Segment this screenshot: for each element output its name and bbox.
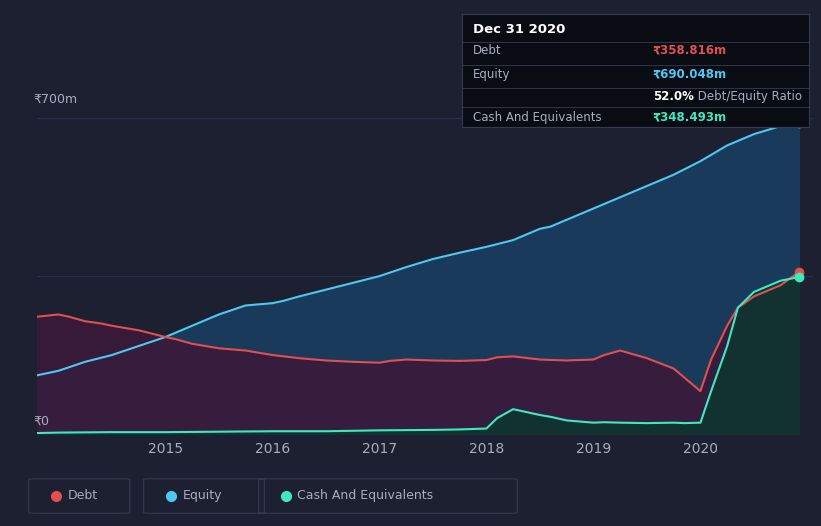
- Text: ₹0: ₹0: [33, 414, 49, 428]
- Text: Cash And Equivalents: Cash And Equivalents: [297, 489, 433, 502]
- Text: ₹690.048m: ₹690.048m: [653, 68, 727, 80]
- Text: Equity: Equity: [473, 68, 510, 80]
- Text: ₹348.493m: ₹348.493m: [653, 110, 727, 124]
- Text: Equity: Equity: [182, 489, 222, 502]
- Text: 52.0%: 52.0%: [653, 90, 694, 103]
- Text: Debt: Debt: [67, 489, 98, 502]
- Text: ₹700m: ₹700m: [33, 93, 77, 106]
- Text: Debt: Debt: [473, 44, 502, 57]
- Text: Debt/Equity Ratio: Debt/Equity Ratio: [695, 90, 802, 103]
- Text: Cash And Equivalents: Cash And Equivalents: [473, 110, 601, 124]
- Text: ₹358.816m: ₹358.816m: [653, 44, 727, 57]
- Text: Dec 31 2020: Dec 31 2020: [473, 23, 565, 36]
